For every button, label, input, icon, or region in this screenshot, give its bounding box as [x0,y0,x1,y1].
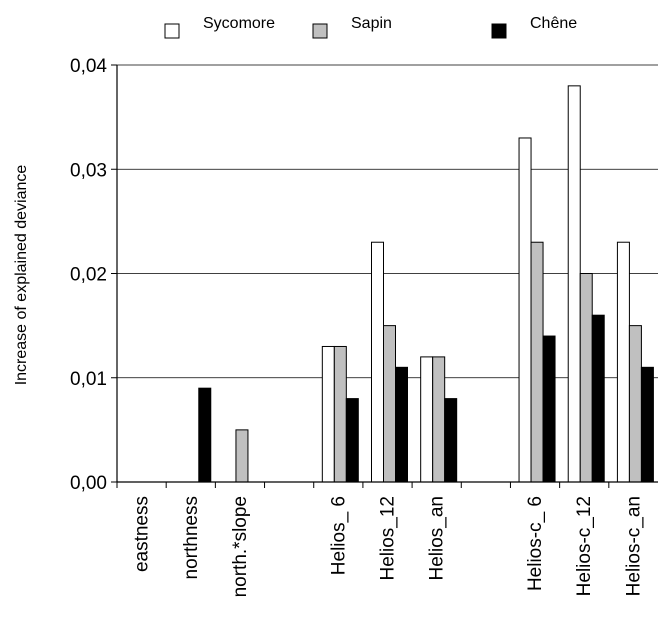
x-category-label: Helios_12 [378,496,399,581]
bar [333,345,347,483]
legend-swatch [164,23,180,39]
bar [395,366,408,483]
bar [198,387,212,483]
x-category-label: Helios-c_ 6 [525,496,546,591]
legend-swatch [491,23,507,39]
bar [518,137,532,483]
x-category-label: Helios-c_12 [574,496,595,596]
x-category-label: Helios_ 6 [328,496,349,575]
bar [579,273,593,483]
y-tick-label: 0,03 [70,160,107,181]
bar [591,314,605,483]
bar [444,398,458,483]
x-category-label: north.*slope [230,496,251,597]
bar [321,345,335,483]
bar [640,366,654,483]
bar [616,241,630,483]
bar [383,325,396,483]
bar [432,356,446,483]
bar [567,85,581,483]
legend-label: Sapin [351,15,392,32]
legend-label: Chêne [530,15,577,32]
bar [345,398,359,483]
bar [235,429,249,483]
x-category-label: Helios-c_an [623,496,644,596]
legend: Sycomore Sapin Chêne [164,15,577,39]
y-tick-label: 0,00 [70,473,107,494]
bars [198,85,654,483]
legend-swatch [312,23,328,39]
x-category-label: eastness [132,496,153,572]
y-tick-label: 0,01 [70,369,107,390]
y-tick-label: 0,04 [70,56,107,77]
x-category-labels: eastness northness north.*slope Helios_ 6 He… [116,482,644,597]
y-tick-label: 0,02 [70,265,107,286]
bar [371,241,384,483]
bar [420,356,434,483]
legend-label: Sycomore [203,15,275,32]
y-tick-labels: 0,00 0,01 0,02 0,03 0,04 [70,56,117,494]
bar [530,241,544,483]
y-axis-title: Increase of explained deviance [13,165,30,386]
bar [628,325,642,483]
x-category-label: northness [181,496,202,579]
x-category-label: Helios_an [427,496,448,581]
bar [542,335,556,483]
